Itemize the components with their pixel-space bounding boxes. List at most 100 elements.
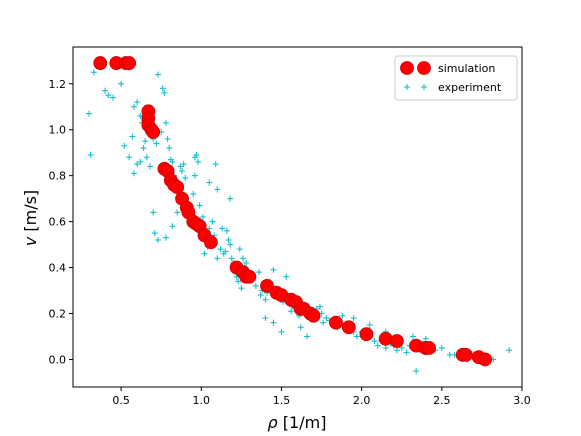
simulation-point	[170, 180, 185, 195]
y-tick-label: 1.0	[49, 124, 67, 137]
experiment-point	[219, 225, 226, 232]
experiment-point	[238, 285, 245, 292]
experiment-point	[209, 218, 216, 225]
experiment-point	[180, 161, 187, 168]
x-axis-label: ρ [1/m]	[268, 413, 327, 432]
experiment-point	[118, 80, 125, 87]
experiment-point	[252, 282, 259, 289]
y-tick-label: 0.8	[49, 170, 67, 183]
simulation-point	[390, 334, 404, 348]
y-axis: 0.0 0.2 0.4 0.6 0.8 1.0 1.2	[49, 78, 73, 366]
experiment-point	[227, 195, 234, 202]
y-tick-label: 0.2	[49, 307, 67, 320]
experiment-point	[90, 69, 97, 76]
experiment-point	[256, 269, 263, 276]
experiment-point	[154, 236, 161, 243]
experiment-point	[371, 338, 378, 345]
simulation-point	[329, 315, 343, 330]
experiment-point	[214, 255, 221, 262]
experiment-point	[169, 223, 176, 230]
experiment-point	[86, 110, 93, 117]
simulation-series	[93, 56, 493, 367]
experiment-point	[297, 324, 304, 331]
experiment-point	[422, 335, 429, 342]
experiment-point	[270, 266, 277, 273]
legend-marker-experiment	[404, 84, 427, 90]
legend-label-simulation: simulation	[438, 62, 495, 75]
simulation-point	[341, 320, 356, 335]
legend-marker-simulation	[400, 61, 431, 75]
y-tick-label: 0.4	[49, 262, 67, 275]
experiment-point	[153, 140, 160, 147]
experiment-point	[320, 319, 327, 326]
experiment-point	[130, 170, 137, 177]
experiment-point	[339, 312, 346, 319]
y-tick-label: 0.6	[49, 216, 67, 229]
experiment-point	[243, 259, 250, 266]
experiment-point	[190, 191, 197, 198]
experiment-point	[201, 250, 208, 257]
x-tick-label: 2.0	[353, 394, 371, 407]
experiment-point	[130, 103, 137, 110]
experiment-point	[413, 367, 420, 374]
x-tick-label: 3.0	[513, 394, 531, 407]
simulation-point	[242, 269, 257, 284]
legend: simulation experiment	[394, 55, 518, 101]
experiment-point	[270, 319, 277, 326]
experiment-point	[110, 94, 117, 101]
experiment-point	[169, 158, 176, 165]
experiment-point	[146, 163, 153, 170]
experiment-point	[235, 278, 242, 285]
experiment-point	[283, 273, 290, 280]
experiment-point	[121, 142, 128, 149]
experiment-point	[225, 236, 232, 243]
experiment-point	[177, 163, 184, 170]
experiment-point	[393, 347, 400, 354]
experiment-point	[143, 154, 150, 161]
experiment-point	[278, 328, 285, 335]
experiment-point	[151, 230, 158, 237]
simulation-point	[359, 327, 374, 342]
x-tick-label: 2.5	[433, 394, 451, 407]
y-tick-label: 0.0	[49, 353, 67, 366]
x-tick-label: 1.0	[193, 394, 211, 407]
plot-frame	[72, 46, 523, 388]
experiment-point	[179, 168, 186, 175]
experiment-point	[126, 154, 133, 161]
y-axis-label: v [m/s]	[21, 190, 40, 246]
x-tick-label: 0.5	[112, 394, 130, 407]
experiment-point	[142, 138, 149, 145]
experiment-point	[193, 151, 200, 158]
experiment-point	[129, 133, 136, 140]
experiment-point	[223, 227, 230, 234]
simulation-point	[204, 235, 218, 250]
simulation-point	[146, 125, 161, 139]
experiment-point	[214, 186, 221, 193]
experiment-point	[134, 161, 141, 168]
experiment-point	[196, 202, 203, 209]
experiment-point	[182, 174, 189, 181]
experiment-point	[304, 333, 311, 340]
experiment-point	[154, 71, 161, 78]
experiment-point	[403, 349, 410, 356]
experiment-point	[212, 161, 219, 168]
experiment-point	[164, 135, 171, 142]
simulation-point	[478, 352, 493, 367]
x-tick-label: 1.5	[273, 394, 291, 407]
experiment-point	[222, 248, 229, 255]
experiment-point	[366, 321, 373, 328]
simulation-point	[458, 347, 473, 362]
simulation-point	[122, 56, 137, 70]
simulation-point	[260, 279, 274, 293]
experiment-point	[236, 246, 243, 253]
experiment-point	[161, 89, 168, 96]
experiment-point	[163, 234, 170, 241]
experiment-point	[140, 145, 147, 152]
experiment-point	[195, 158, 202, 165]
experiment-point	[191, 172, 198, 179]
experiment-point	[102, 87, 109, 94]
y-tick-label: 1.2	[49, 78, 67, 91]
simulation-point	[422, 341, 436, 355]
experiment-point	[227, 241, 234, 248]
